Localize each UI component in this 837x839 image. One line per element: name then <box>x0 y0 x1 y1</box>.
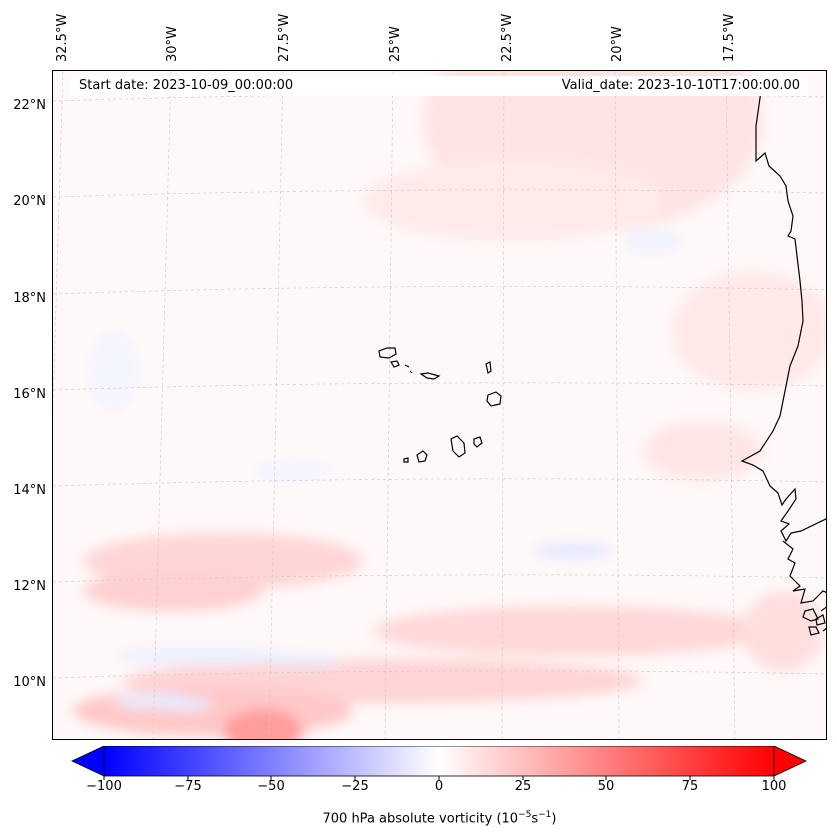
start-date-label: Start date: 2023-10-09_00:00:00 <box>79 78 294 93</box>
colorbar-tick-label: −25 <box>341 779 369 794</box>
lon-label-30w: 30°W <box>165 26 180 62</box>
colorbar-tick-label: −50 <box>257 779 285 794</box>
colorbar-tick-marks <box>103 776 775 780</box>
colorbar-gradient <box>103 746 775 777</box>
colorbar-tick-label: 50 <box>597 779 615 794</box>
lat-label-22n: 22°N <box>13 98 46 113</box>
colorbar-max-extend <box>773 746 807 777</box>
colorbar-tick-label: 0 <box>434 779 444 794</box>
graticule <box>53 71 826 739</box>
lon-label-20w: 20°W <box>610 26 625 62</box>
lat-label-10n: 10°N <box>13 675 46 690</box>
lon-label-25w: 25°W <box>388 26 403 62</box>
lat-label-14n: 14°N <box>13 483 46 498</box>
colorbar-tick-label: 25 <box>514 779 532 794</box>
colorbar-bar <box>71 746 807 780</box>
colorbar: −100 −75 −50 −25 0 25 50 75 100 700 hPa … <box>0 740 837 839</box>
map-canvas <box>53 71 826 739</box>
colorbar-min-extend <box>71 746 105 777</box>
vorticity-map[interactable] <box>52 70 827 740</box>
colorbar-tick-label: −75 <box>174 779 202 794</box>
cape-verde-islands <box>378 347 502 463</box>
colorbar-tick-label: 75 <box>681 779 699 794</box>
header-background <box>70 76 808 96</box>
colorbar-label: 700 hPa absolute vorticity (10−5s−1) <box>322 810 557 827</box>
valid-date-label: Valid_date: 2023-10-10T17:00:00.00 <box>561 78 800 93</box>
africa-coastline <box>740 90 826 636</box>
lat-label-20n: 20°N <box>13 194 46 209</box>
colorbar-tick-label: −100 <box>86 779 122 794</box>
lon-label-22-5w: 22.5°W <box>500 13 515 62</box>
lon-label-17-5w: 17.5°W <box>722 13 737 62</box>
lon-label-32-5w: 32.5°W <box>55 13 70 62</box>
lon-label-27-5w: 27.5°W <box>277 13 292 62</box>
lat-label-12n: 12°N <box>13 579 46 594</box>
vorticity-field <box>73 71 826 739</box>
colorbar-tick-label: 100 <box>761 779 787 794</box>
lat-label-16n: 16°N <box>13 387 46 402</box>
lat-label-18n: 18°N <box>13 291 46 306</box>
